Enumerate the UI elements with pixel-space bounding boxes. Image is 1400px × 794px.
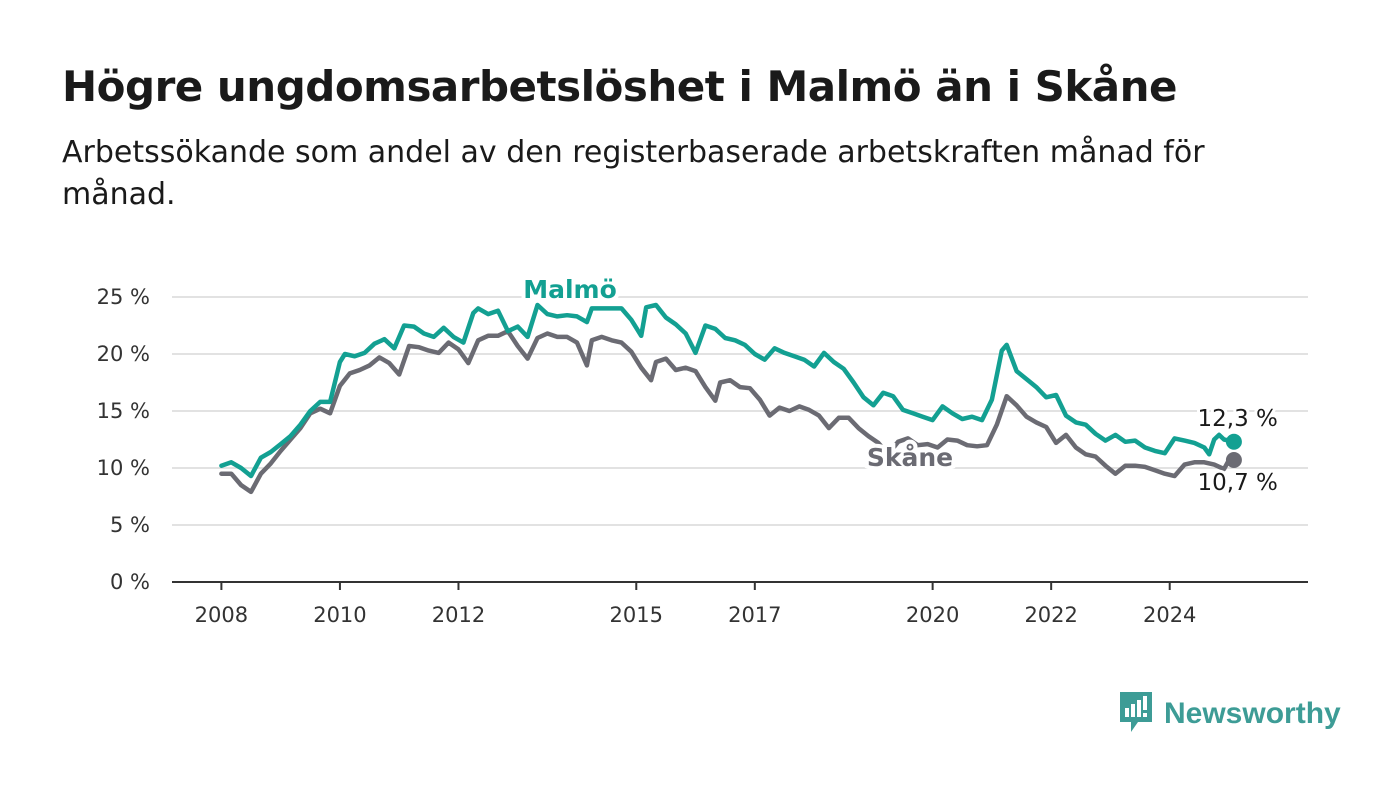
brand-name: Newsworthy	[1164, 697, 1341, 730]
series-label-skane: Skåne	[867, 443, 953, 472]
series-line-skåne	[219, 328, 1237, 495]
x-tick-label: 2010	[313, 603, 366, 627]
x-tick-label: 2015	[610, 603, 663, 627]
newsworthy-logo-icon	[1118, 690, 1154, 738]
end-point-skåne	[1225, 452, 1242, 469]
x-axis: 2008 2010 2012 2015 2017 2020 2022 2024	[172, 581, 1308, 627]
y-axis: 0 % 5 % 10 % 15 % 20 % 25 %	[97, 285, 150, 594]
y-tick-label: 20 %	[97, 342, 150, 366]
x-tick-label: 2022	[1024, 603, 1077, 627]
end-point-malmö	[1225, 433, 1242, 450]
end-label-skane: 10,7 %	[1198, 470, 1278, 496]
series-labels: Malmö Skåne 12,3 % 10,7 %	[519, 271, 1281, 499]
chart-subtitle: Arbetssökande som andel av den registerb…	[62, 135, 1205, 212]
series-label-malmo: Malmö	[523, 275, 617, 304]
grid-lines	[172, 296, 1308, 526]
x-tick-label: 2017	[728, 603, 781, 627]
x-tick-label: 2020	[906, 603, 959, 627]
x-tick-label: 2012	[432, 603, 485, 627]
y-tick-label: 5 %	[110, 513, 150, 537]
y-tick-label: 10 %	[97, 456, 150, 480]
series-line-malmö	[219, 302, 1237, 479]
series-lines	[219, 302, 1242, 495]
newsworthy-brand: Newsworthy	[1118, 690, 1341, 738]
line-chart: 0 %5 %10 %15 %20 %25 % 2008 2010 2012 2015 2…	[96, 271, 1308, 627]
y-tick-label: 25 %	[97, 285, 150, 309]
x-tick-label: 2008	[195, 603, 248, 627]
x-tick-label: 2024	[1143, 603, 1196, 627]
chart-title: Högre ungdomsarbetslöshet i Malmö än i S…	[62, 62, 1178, 111]
y-tick-label: 0 %	[110, 570, 150, 594]
y-tick-label: 15 %	[97, 399, 150, 423]
end-label-malmo: 12,3 %	[1198, 406, 1278, 432]
